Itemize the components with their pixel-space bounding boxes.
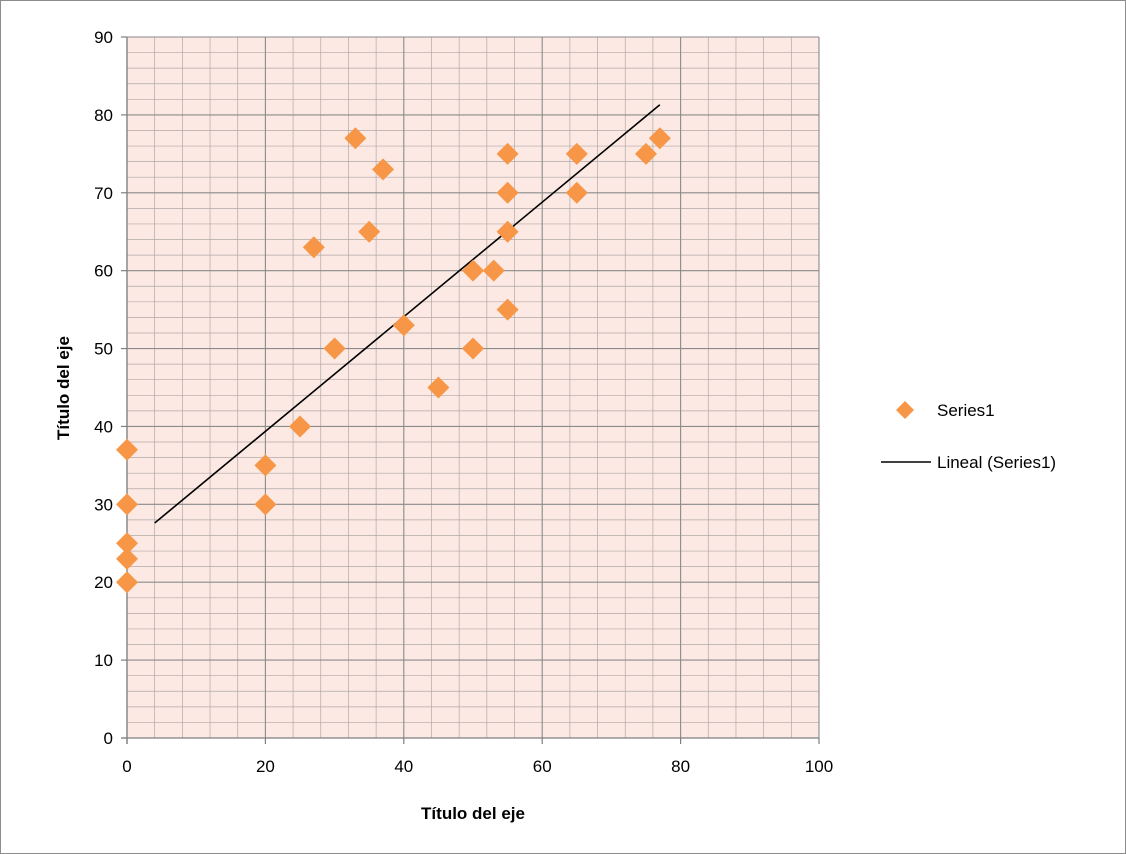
data-point [565, 142, 588, 165]
y-tick-label: 50 [94, 340, 113, 359]
data-point [496, 298, 519, 321]
data-point [496, 181, 519, 204]
y-tick-label: 40 [94, 417, 113, 436]
data-point [392, 314, 415, 337]
axes [121, 36, 820, 744]
x-axis-title: Título del eje [421, 804, 525, 823]
x-tick-labels: 0 20 40 60 80 100 [122, 757, 833, 776]
y-tick-label: 20 [94, 573, 113, 592]
data-point [462, 337, 484, 360]
data-point [648, 127, 671, 150]
y-tick-label: 30 [94, 495, 113, 514]
legend-label-series1: Series1 [937, 401, 995, 420]
x-tick-label: 20 [256, 757, 275, 776]
data-points [116, 127, 671, 594]
data-point [482, 259, 505, 282]
data-point [116, 547, 138, 570]
data-point [496, 142, 519, 165]
data-point [344, 127, 367, 150]
data-point [116, 438, 138, 461]
y-tick-label: 90 [94, 28, 113, 47]
data-point [427, 376, 450, 399]
data-point [254, 493, 277, 516]
legend-label-trendline: Lineal (Series1) [937, 453, 1056, 472]
trendline [154, 104, 661, 524]
trendline-layer [154, 104, 661, 524]
x-tick-label: 100 [805, 757, 833, 776]
y-tick-label: 0 [104, 729, 113, 748]
y-tick-label: 80 [94, 106, 113, 125]
x-tick-label: 40 [394, 757, 413, 776]
y-tick-label: 60 [94, 262, 113, 281]
x-tick-label: 80 [671, 757, 690, 776]
data-point [116, 571, 138, 594]
y-tick-label: 10 [94, 651, 113, 670]
data-point [462, 259, 484, 282]
data-point [372, 158, 395, 181]
data-point [289, 415, 311, 438]
data-point [254, 454, 277, 477]
legend-marker-series1 [896, 401, 914, 419]
y-tick-labels: 0 10 20 30 40 50 60 70 80 90 [94, 28, 113, 748]
y-tick-label: 70 [94, 184, 113, 203]
plot-background [127, 37, 819, 738]
data-point [496, 220, 519, 243]
y-axis-title: Título del eje [54, 336, 73, 440]
data-point [116, 532, 138, 555]
data-point [116, 493, 138, 516]
data-point [323, 337, 346, 360]
data-point [565, 181, 588, 204]
legend: Series1 Lineal (Series1) [881, 401, 1056, 472]
data-point [302, 236, 325, 259]
x-tick-label: 60 [533, 757, 552, 776]
data-point [635, 142, 657, 165]
data-point [358, 220, 381, 243]
x-tick-label: 0 [122, 757, 131, 776]
